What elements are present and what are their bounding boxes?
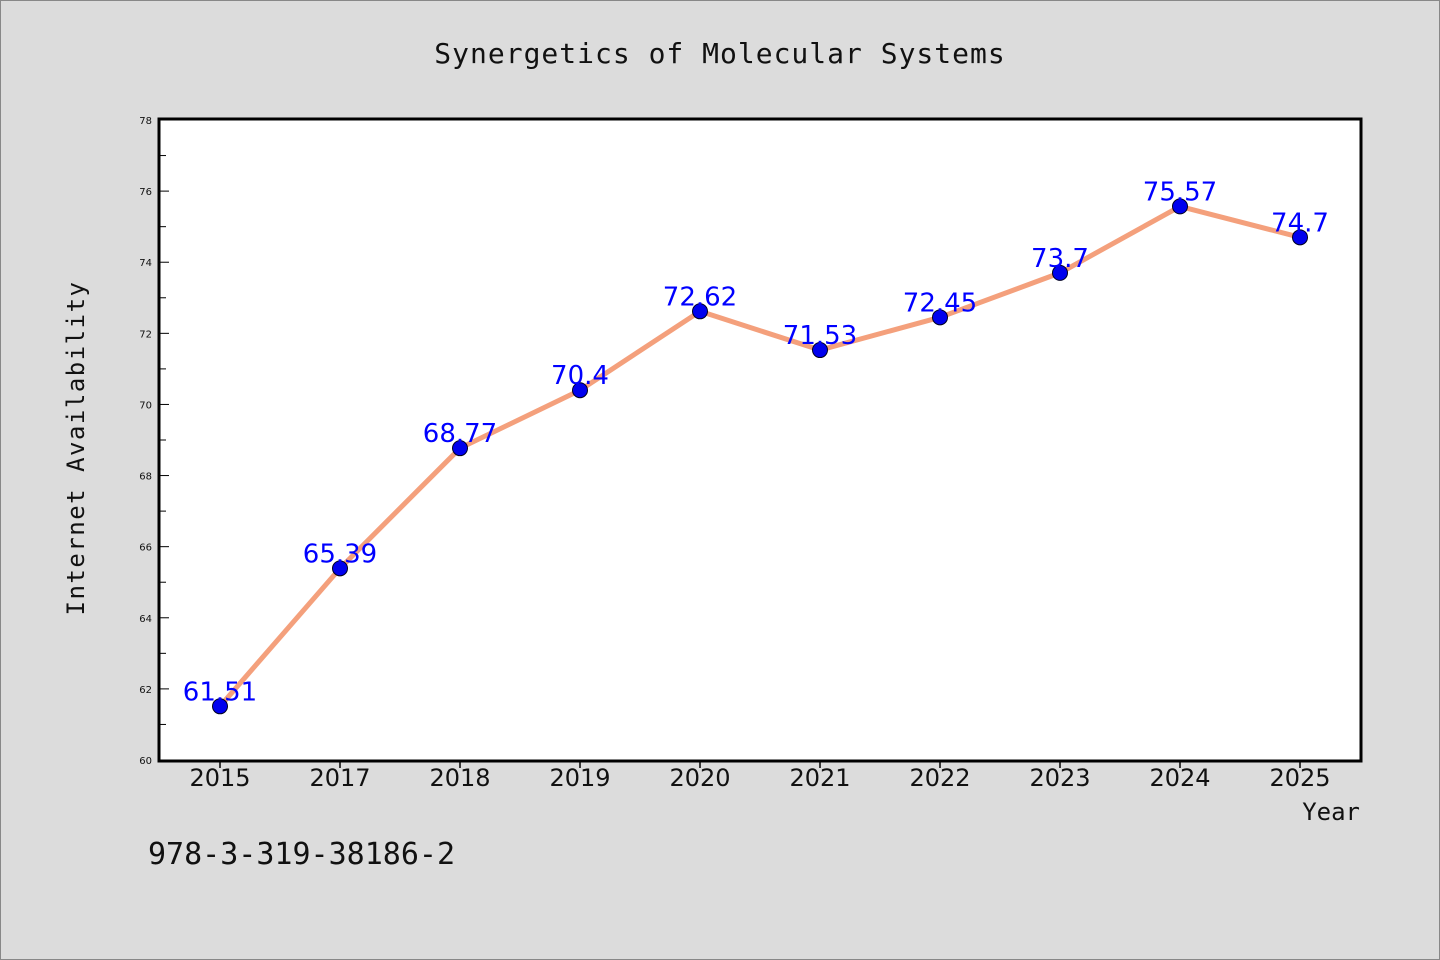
data-point	[1052, 264, 1068, 281]
data-point	[1292, 229, 1308, 246]
x-tick-label: 2025	[1269, 764, 1330, 792]
series-group	[212, 198, 1308, 715]
y-tick-label: 66	[139, 543, 152, 554]
data-point	[692, 303, 708, 320]
data-point	[572, 382, 588, 399]
data-point	[932, 309, 948, 326]
y-axis-title: Internet Availability	[62, 281, 90, 616]
data-point	[452, 440, 468, 457]
data-label: 72.62	[663, 282, 737, 312]
x-tick-label: 2024	[1149, 764, 1210, 792]
plot-area	[157, 117, 1363, 763]
data-label: 75.57	[1143, 177, 1217, 207]
x-tick-label: 2019	[549, 764, 610, 792]
chart-title: Synergetics of Molecular Systems	[434, 37, 1005, 70]
data-label: 61.51	[183, 677, 257, 707]
y-tick-label: 60	[139, 756, 152, 767]
data-label: 74.7	[1271, 208, 1329, 238]
y-tick-label: 70	[139, 400, 152, 411]
y-tick-label: 62	[139, 685, 152, 696]
data-label: 65.39	[303, 539, 377, 569]
data-label: 71.53	[783, 321, 857, 351]
data-point	[1172, 198, 1188, 215]
isbn-footnote: 978-3-319-38186-2	[148, 837, 455, 872]
x-tick-label: 2017	[309, 764, 370, 792]
y-tick-label: 74	[139, 258, 152, 269]
data-label: 68.77	[423, 419, 497, 449]
x-tick-label: 2020	[669, 764, 730, 792]
y-tick-label: 68	[139, 472, 152, 483]
x-axis-title: Year	[1302, 798, 1360, 826]
y-tick-label: 78	[139, 116, 152, 127]
x-tick-label: 2018	[429, 764, 490, 792]
y-axis: 60 62 64 66 68 70 72 74 76 78	[139, 116, 169, 767]
data-labels-group: 61.51 65.39 68.77 70.4 72.62 71.53 72.45 73.7 75…	[183, 177, 1329, 707]
series-line	[217, 203, 1303, 709]
x-tick-label: 2021	[789, 764, 850, 792]
y-tick-label: 72	[139, 329, 152, 340]
data-label: 70.4	[551, 361, 609, 391]
x-tick-label: 2023	[1029, 764, 1090, 792]
data-point	[332, 560, 348, 577]
data-point	[812, 342, 828, 359]
data-label: 73.7	[1031, 244, 1089, 274]
y-tick-label: 76	[139, 187, 152, 198]
y-tick-label: 64	[139, 614, 152, 625]
x-axis: 2015 2017 2018 2019 2020 2021 2022 2023 2024 2025	[189, 760, 1331, 792]
x-tick-label: 2022	[909, 764, 970, 792]
data-point	[212, 698, 228, 715]
data-label: 72.45	[903, 288, 977, 318]
x-tick-label: 2015	[189, 764, 250, 792]
